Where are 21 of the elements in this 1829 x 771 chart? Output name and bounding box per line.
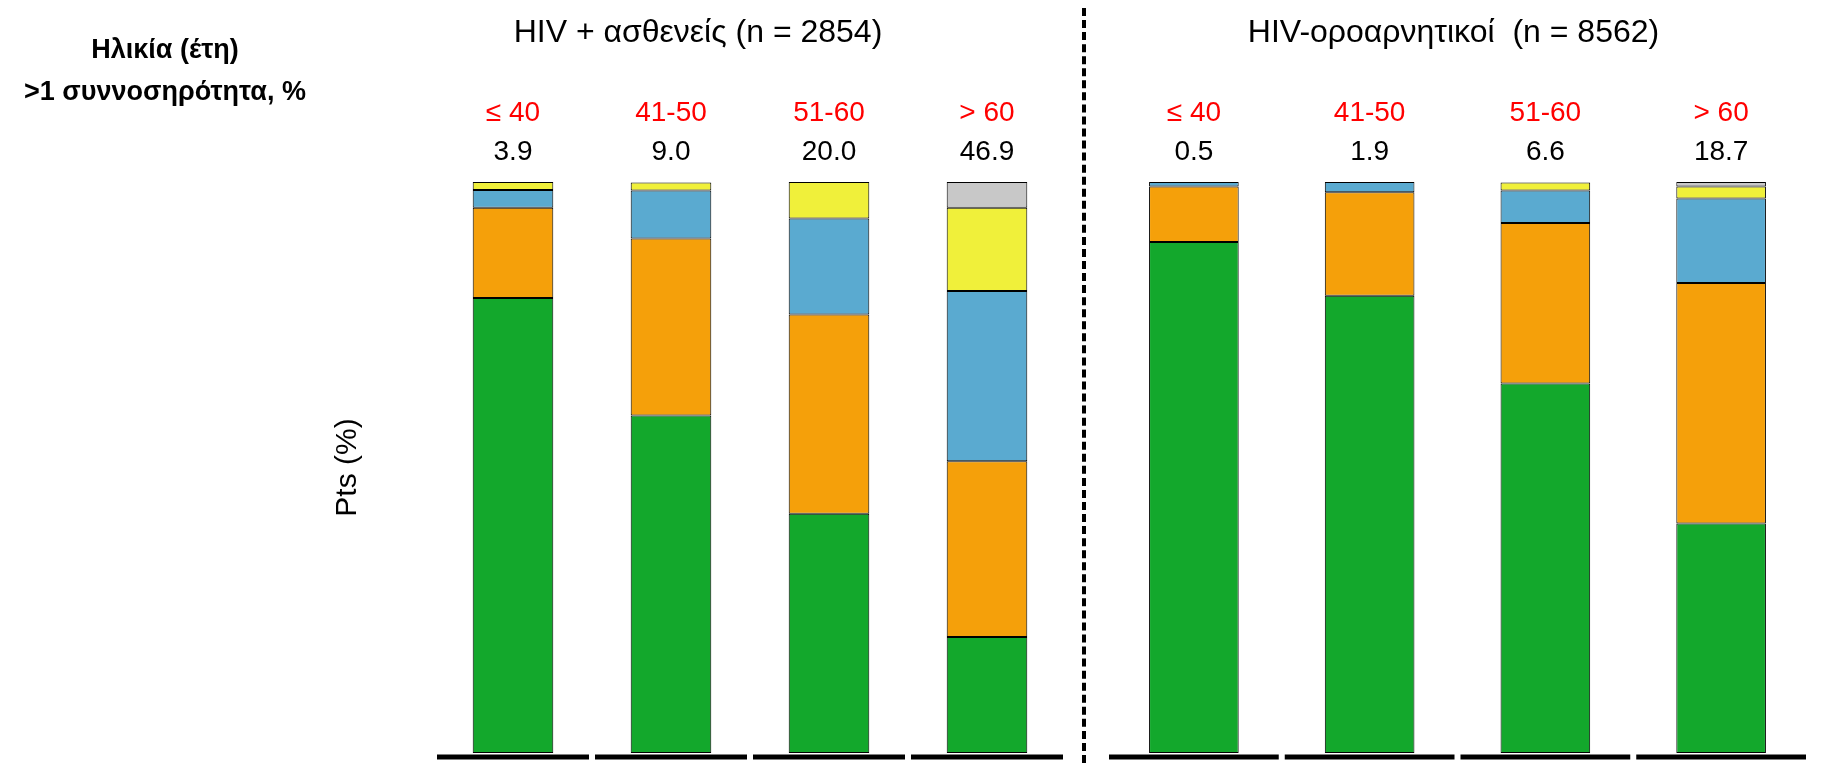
x-tick-label: > 60	[1693, 95, 1749, 127]
text: Ηλικία (έτη)	[90, 33, 240, 66]
text: 1.9	[1350, 134, 1390, 166]
x-tick-label: 41-50	[1333, 95, 1406, 127]
text: 18.7	[1693, 134, 1749, 166]
text: 0.5	[1174, 134, 1214, 166]
x-tick-label: 41-50	[635, 95, 707, 127]
x-tick-label: ≤ 40	[485, 95, 541, 127]
x-tick-label: > 60	[959, 95, 1015, 127]
text: 6.6	[1525, 134, 1565, 166]
x-tick-label: ≤ 40	[1166, 95, 1222, 127]
text: 20.0	[801, 134, 857, 166]
text: >1 συννοσηρότητα, %	[23, 75, 307, 108]
text: 3.9	[493, 134, 533, 166]
text: 46.9	[959, 134, 1015, 166]
text: 9.0	[651, 134, 691, 166]
x-tick-label: 51-60	[793, 95, 865, 127]
y-axis-title: Pts (%)	[329, 418, 363, 517]
chart-title: HIV-οροαρνητικοί (n = 8562)	[1247, 13, 1660, 50]
x-tick-label: 51-60	[1509, 95, 1582, 127]
chart-title: HIV + ασθενείς (n = 2854)	[513, 13, 883, 50]
